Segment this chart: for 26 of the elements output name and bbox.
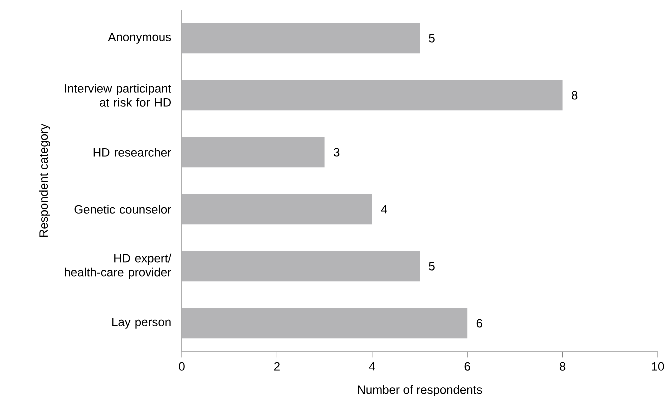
x-tick-label: 4 — [369, 362, 376, 371]
data-label: 4 — [381, 205, 388, 214]
y-tick-label: HD expert/ health-care provider — [65, 254, 172, 280]
data-label: 3 — [334, 148, 340, 157]
x-tick-label: 8 — [560, 362, 566, 371]
x-tick-label: 6 — [464, 362, 470, 371]
y-axis-title: Respondent category — [39, 124, 50, 238]
y-tick-label: Interview participant at risk for HD — [65, 84, 172, 107]
data-label: 6 — [476, 319, 482, 328]
x-tick-label: 10 — [652, 362, 664, 371]
y-tick-label: HD researcher — [94, 148, 172, 157]
bar — [182, 23, 420, 54]
data-label: 5 — [429, 34, 435, 43]
bar — [182, 80, 563, 111]
bar — [182, 137, 325, 168]
data-label: 8 — [572, 91, 578, 100]
bar — [182, 308, 468, 339]
data-label: 5 — [429, 262, 435, 271]
bar — [182, 194, 372, 225]
y-tick-label: Genetic counselor — [74, 205, 172, 214]
y-tick-label: Anonymous — [108, 33, 172, 44]
x-tick-label: 2 — [274, 362, 280, 371]
y-tick-label: Lay person — [112, 318, 171, 329]
bar — [182, 251, 420, 282]
x-tick-label: 0 — [179, 362, 185, 371]
x-axis-title: Number of respondents — [358, 385, 482, 397]
